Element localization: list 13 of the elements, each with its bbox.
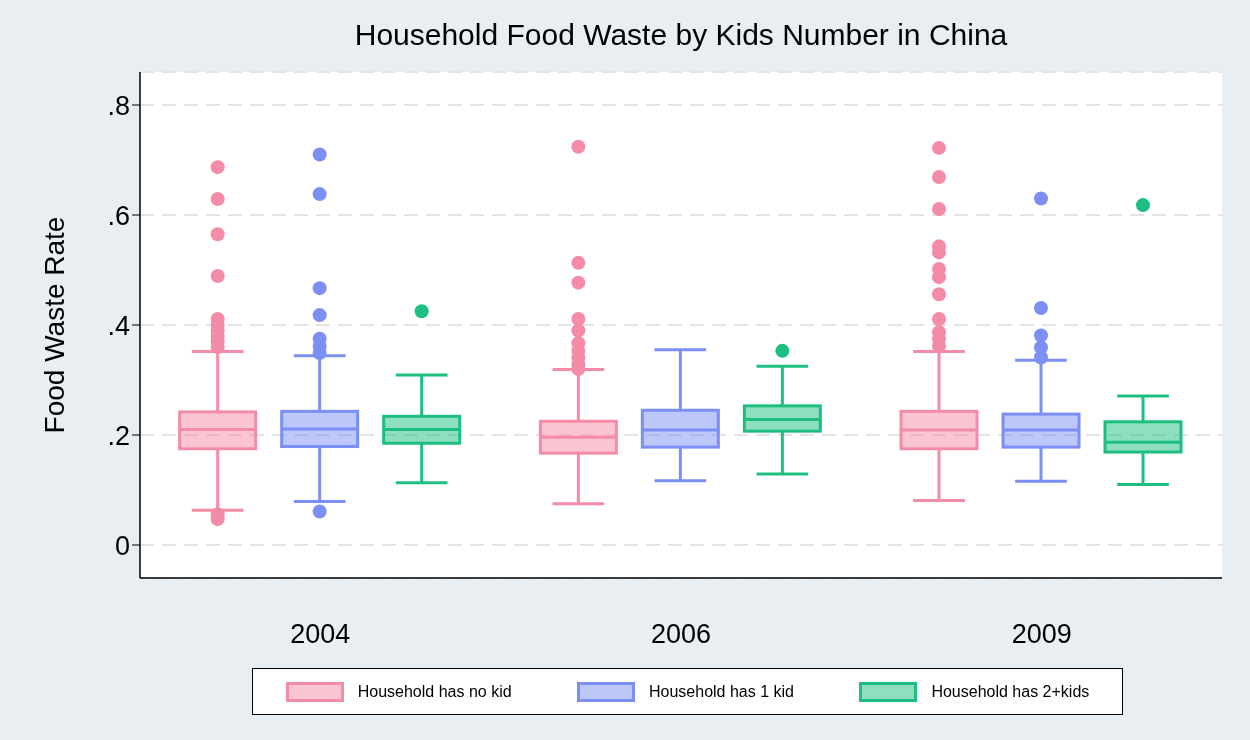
x-tick-label: 2006 xyxy=(650,619,712,650)
legend-label: Household has 1 kid xyxy=(649,682,794,701)
y-tick-label: .2 xyxy=(107,420,130,451)
y-axis-title: Food Waste Rate xyxy=(38,216,70,434)
legend-label: Household has no kid xyxy=(357,682,512,701)
chart-title: Household Food Waste by Kids Number in China xyxy=(353,18,1009,52)
y-tick-label: .4 xyxy=(107,310,130,341)
x-tick-label: 2009 xyxy=(1011,619,1072,650)
legend-label: Household has 2+kids xyxy=(931,682,1090,701)
y-tick-label: .6 xyxy=(107,200,130,231)
x-tick-label: 2004 xyxy=(290,619,351,650)
y-tick-label: 0 xyxy=(114,530,130,561)
y-tick-label: .8 xyxy=(107,90,130,121)
